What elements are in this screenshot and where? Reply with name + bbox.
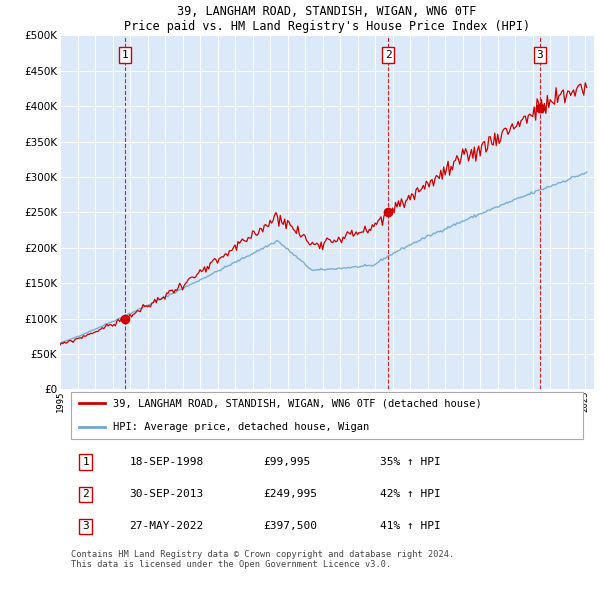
Text: 2: 2 [385,50,392,60]
Text: 2: 2 [82,489,89,499]
Text: 41% ↑ HPI: 41% ↑ HPI [380,522,441,532]
Text: £397,500: £397,500 [263,522,317,532]
Text: 3: 3 [536,50,543,60]
Text: 39, LANGHAM ROAD, STANDISH, WIGAN, WN6 0TF (detached house): 39, LANGHAM ROAD, STANDISH, WIGAN, WN6 0… [113,398,482,408]
Text: 30-SEP-2013: 30-SEP-2013 [130,489,203,499]
Text: 35% ↑ HPI: 35% ↑ HPI [380,457,441,467]
Text: Contains HM Land Registry data © Crown copyright and database right 2024.
This d: Contains HM Land Registry data © Crown c… [71,550,454,569]
Text: 3: 3 [82,522,89,532]
Text: £249,995: £249,995 [263,489,317,499]
Text: 18-SEP-1998: 18-SEP-1998 [130,457,203,467]
Text: £99,995: £99,995 [263,457,310,467]
Text: 1: 1 [122,50,128,60]
Text: HPI: Average price, detached house, Wigan: HPI: Average price, detached house, Wiga… [113,422,370,432]
Text: 1: 1 [82,457,89,467]
Title: 39, LANGHAM ROAD, STANDISH, WIGAN, WN6 0TF
Price paid vs. HM Land Registry's Hou: 39, LANGHAM ROAD, STANDISH, WIGAN, WN6 0… [124,5,530,33]
Text: 27-MAY-2022: 27-MAY-2022 [130,522,203,532]
Text: 42% ↑ HPI: 42% ↑ HPI [380,489,441,499]
FancyBboxPatch shape [71,392,583,439]
